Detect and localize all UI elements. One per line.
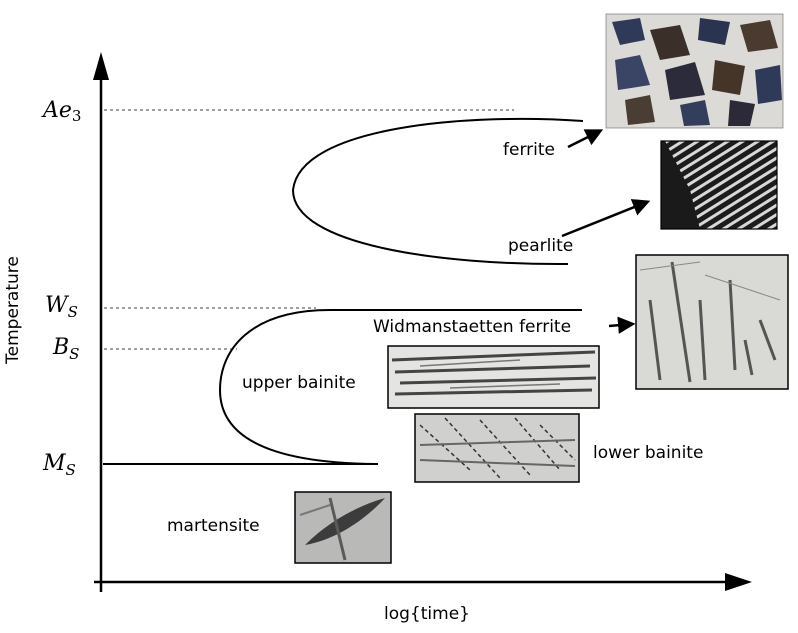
widmanstaetten-micrograph	[635, 254, 789, 390]
pearlite-label: pearlite	[508, 236, 573, 256]
bs-label: BS	[52, 335, 79, 363]
lower-bainite-label: lower bainite	[593, 443, 703, 463]
x-axis-label: log{time}	[384, 604, 470, 624]
upper-bainite-label: upper bainite	[242, 373, 356, 393]
bainite-c-curve	[218, 309, 582, 465]
ferrite-micrograph	[605, 13, 784, 129]
ferrite-label: ferrite	[503, 140, 555, 160]
ferrite-arrow-icon	[567, 129, 604, 149]
widmanstaetten-arrow-icon	[608, 316, 636, 334]
upper-bainite-micrograph	[387, 345, 600, 409]
time-axis-arrow-icon	[725, 573, 752, 591]
lower-bainite-micrograph	[414, 413, 580, 483]
ae3-label: Ae3	[41, 98, 81, 125]
pearlite-micrograph	[660, 140, 778, 230]
widmanstaetten-label: Widmanstaetten ferrite	[373, 317, 571, 337]
martensite-micrograph	[294, 491, 392, 564]
ws-label: WS	[45, 293, 78, 321]
martensite-label: martensite	[167, 516, 260, 536]
pearlite-arrow-icon	[561, 199, 651, 238]
ms-label: MS	[42, 451, 76, 479]
y-axis-label: Temperature	[3, 256, 23, 365]
ferrite-pearlite-c-curve	[291, 117, 584, 266]
temperature-axis-arrow-icon	[93, 52, 109, 80]
